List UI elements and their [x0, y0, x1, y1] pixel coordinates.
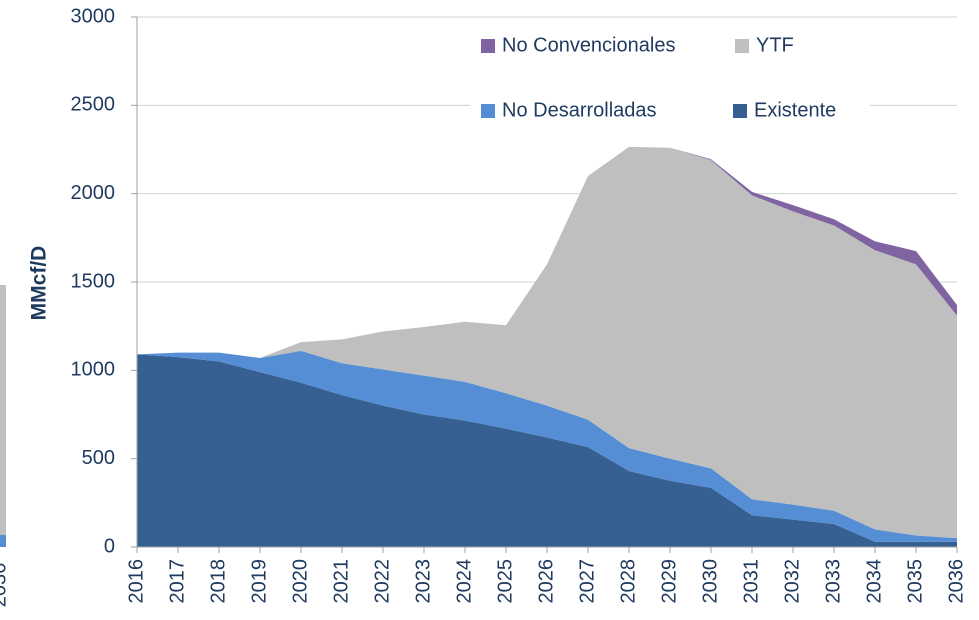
- x-tick-label: 2034: [863, 559, 885, 604]
- x-tick-label: 2026: [535, 559, 557, 604]
- x-tick-label: 2017: [166, 559, 188, 604]
- cropped-panel-area: [0, 285, 6, 540]
- y-tick-label: 3000: [71, 5, 116, 27]
- area: [137, 146, 957, 539]
- legend-swatch: [481, 39, 495, 53]
- legend-label: Existente: [754, 99, 836, 121]
- legend-label: YTF: [756, 34, 794, 56]
- cropped-panel-area: [0, 535, 6, 547]
- x-tick-label: 2031: [740, 559, 762, 604]
- x-tick-label: 2028: [617, 559, 639, 604]
- x-tick-label: 2035: [904, 559, 926, 604]
- legend-swatch: [481, 104, 495, 118]
- y-tick-label: 1000: [71, 359, 116, 381]
- y-tick-label: 1500: [71, 270, 116, 292]
- x-tick-label: 2032: [781, 559, 803, 604]
- legend-label: No Convencionales: [502, 34, 675, 56]
- x-tick-label: 2020: [289, 559, 311, 604]
- x-tick-label: 2029: [658, 559, 680, 604]
- legend-background: [470, 25, 870, 135]
- x-tick-label: 2021: [330, 559, 352, 604]
- x-tick-label: 2036: [945, 559, 967, 604]
- legend-swatch: [733, 104, 747, 118]
- x-tick-label: 2023: [412, 559, 434, 604]
- areas: [137, 146, 957, 547]
- y-tick-label: 2000: [71, 182, 116, 204]
- y-axis-label: MMcf/D: [28, 246, 51, 321]
- x-tick-label: 2018: [207, 559, 229, 604]
- y-tick-label: 0: [104, 535, 115, 557]
- x-tick-label: 2019: [248, 559, 270, 604]
- x-tick-label: 2016: [125, 559, 147, 604]
- cropped-tick-label: 2036: [0, 563, 10, 608]
- x-tick-label: 2022: [371, 559, 393, 604]
- axes: 0 500 1000 1500 2000 2500 3000 2016 2017 2018 2019…: [71, 5, 968, 603]
- y-tick-label: 2500: [71, 94, 116, 116]
- y-tick-label: 500: [82, 447, 115, 469]
- x-tick-label: 2027: [576, 559, 598, 604]
- x-tick-label: 2024: [453, 559, 475, 604]
- x-tick-label: 2030: [699, 559, 721, 604]
- legend-swatch: [735, 39, 749, 53]
- legend-label: No Desarrolladas: [502, 99, 657, 121]
- x-tick-label: 2033: [822, 559, 844, 604]
- area: [137, 354, 957, 547]
- legend: Existente No Desarrolladas YTF No Convencio…: [470, 25, 870, 135]
- x-tick-label: 2025: [494, 559, 516, 604]
